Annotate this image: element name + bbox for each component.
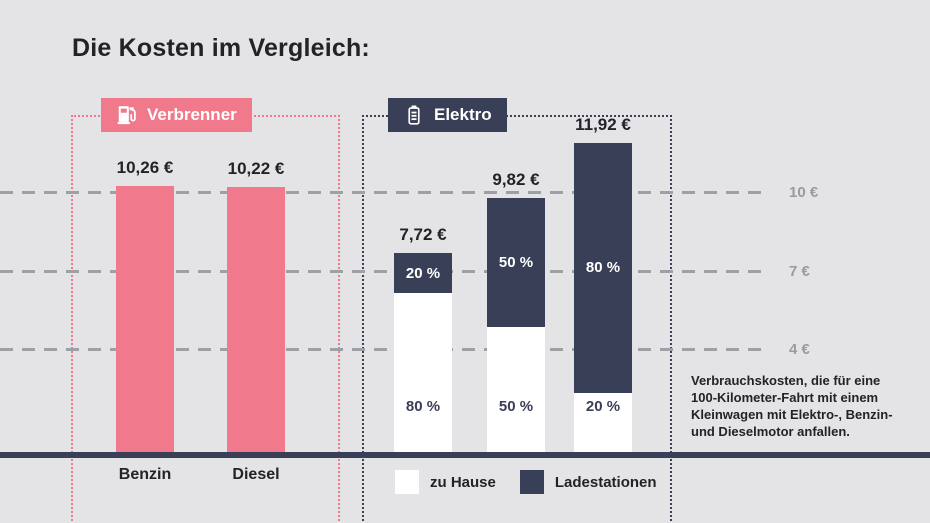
bar-value-label: 10,26 € <box>116 158 174 177</box>
stacked-bar-elektro: 20 % 80 % <box>394 253 452 455</box>
segment-zu-hause: 20 % <box>574 392 632 455</box>
fuel-pump-icon <box>116 104 138 126</box>
stacked-bar-elektro: 80 % 20 % <box>574 143 632 455</box>
verbrenner-badge-label: Verbrenner <box>147 105 237 124</box>
x-axis-baseline <box>0 452 930 458</box>
segment-ladestationen: 20 % <box>394 253 452 294</box>
ladestationen-label: Ladestationen <box>554 473 657 491</box>
segment-ladestationen: 80 % <box>574 143 632 393</box>
chart-footnote: Verbrauchskosten, die für eine 100-Kilom… <box>691 373 893 439</box>
battery-icon <box>403 104 425 126</box>
legend-item-ladestationen: Ladestationen <box>519 470 657 494</box>
elektro-badge: Elektro <box>388 98 507 132</box>
bar-benzin <box>116 186 174 455</box>
y-axis-tick-label: 4 € <box>789 341 810 358</box>
segment-zu-hause: 80 % <box>394 293 452 455</box>
stacked-bar-elektro: 50 % 50 % <box>487 198 545 455</box>
segment-ladestationen: 50 % <box>487 198 545 327</box>
elektro-group-box <box>362 115 672 523</box>
legend-item-zu-hause: zu Hause <box>395 470 496 494</box>
chart-title: Die Kosten im Vergleich: <box>72 34 370 62</box>
ladestationen-swatch <box>519 470 544 494</box>
bar-category-label: Benzin <box>118 466 172 483</box>
verbrenner-badge: Verbrenner <box>101 98 252 132</box>
zu-hause-label: zu Hause <box>430 473 496 491</box>
bar-value-label: 7,72 € <box>399 225 447 244</box>
gridline-7-eur <box>0 270 770 273</box>
legend: zu Hause Ladestationen <box>395 470 657 494</box>
gridline-10-eur <box>0 191 770 194</box>
gridline-4-eur <box>0 348 770 351</box>
y-axis-tick-label: 7 € <box>789 263 810 280</box>
bar-value-label: 11,92 € <box>575 115 631 134</box>
zu-hause-swatch <box>395 470 419 494</box>
segment-zu-hause: 50 % <box>487 326 545 455</box>
bar-value-label: 10,22 € <box>227 159 285 178</box>
y-axis-tick-label: 10 € <box>789 184 819 201</box>
bar-value-label: 9,82 € <box>492 170 540 189</box>
bar-diesel <box>227 187 285 455</box>
elektro-badge-label: Elektro <box>434 105 492 124</box>
bar-category-label: Diesel <box>232 466 280 483</box>
